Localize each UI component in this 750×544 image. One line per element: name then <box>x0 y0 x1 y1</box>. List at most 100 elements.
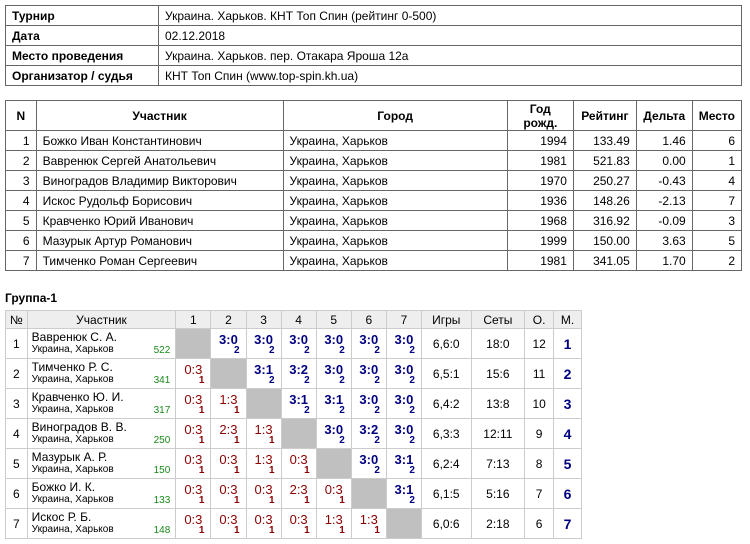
sets: 2:18 <box>470 508 526 539</box>
sets: 12:11 <box>470 418 526 449</box>
match-points: 2 <box>409 375 415 386</box>
group-title: Группа-1 <box>5 291 58 305</box>
info-label: Дата <box>5 25 159 46</box>
cell: 1999 <box>506 230 574 251</box>
match-cell: 3:0 2 <box>350 358 387 389</box>
cell: Украина, Харьков <box>282 170 508 191</box>
match-points: 2 <box>409 405 415 416</box>
player: Искос Р. Б. Украина, Харьков 148 <box>26 508 177 539</box>
match-points: 1 <box>233 435 240 446</box>
match-score: 3:0 <box>394 332 414 347</box>
match-cell: 0:3 1 <box>245 478 282 509</box>
player-name: Вавренюк С. А. <box>31 330 117 344</box>
cell: 5 <box>5 210 37 231</box>
cell: 3 <box>691 210 743 231</box>
match-cell: 0:3 1 <box>245 508 282 539</box>
cell: Искос Рудольф Борисович <box>35 190 284 211</box>
diagonal-cell <box>175 328 212 359</box>
games: 6,5:1 <box>420 358 472 389</box>
match-cell: 3:0 2 <box>385 358 422 389</box>
cell: Божко Иван Константинович <box>35 130 284 151</box>
place: 6 <box>553 478 582 509</box>
cell: 0.00 <box>635 150 693 171</box>
header-cell: 3 <box>245 310 282 329</box>
match-points: 2 <box>233 345 240 356</box>
total-points: 7 <box>524 478 555 509</box>
match-score: 0:3 <box>219 482 238 497</box>
cell: 1981 <box>506 150 574 171</box>
match-points: 1 <box>304 465 310 476</box>
player: Вавренюк С. А. Украина, Харьков 522 <box>26 328 177 359</box>
player-city: Украина, Харьков <box>31 434 114 445</box>
match-score: 3:0 <box>289 332 309 347</box>
info-value: 02.12.2018 <box>158 25 742 46</box>
info-value: Украина. Харьков. пер. Отакара Яроша 12а <box>158 45 742 66</box>
match-points: 2 <box>339 345 345 356</box>
cell: Украина, Харьков <box>282 150 508 171</box>
match-score: 1:3 <box>324 512 343 527</box>
cell: 341.05 <box>572 250 637 271</box>
match-cell: 0:3 1 <box>175 418 212 449</box>
player-rating: 341 <box>153 375 171 386</box>
match-points: 1 <box>269 495 275 506</box>
player-rating: 148 <box>153 525 171 536</box>
player-city: Украина, Харьков <box>31 404 114 415</box>
player-city: Украина, Харьков <box>31 464 114 475</box>
cell: 6 <box>691 130 743 151</box>
cell: -0.43 <box>635 170 693 191</box>
match-score: 3:2 <box>289 362 309 377</box>
total-points: 10 <box>524 388 555 419</box>
player-rating: 133 <box>153 495 171 506</box>
header-row: N Участник Город Год рожд. Рейтинг Дельта Мест… <box>5 100 743 131</box>
group-row: 5 Мазурык А. Р. Украина, Харьков 150 0:3 1 0:3… <box>5 448 582 479</box>
match-points: 2 <box>374 405 380 416</box>
match-score: 0:3 <box>289 512 308 527</box>
match-score: 0:3 <box>219 452 238 467</box>
header-row: № Участник 1 2 3 4 5 6 7 Игры Сеты О. М. <box>5 310 582 329</box>
cell: 4 <box>5 190 37 211</box>
match-cell: 3:0 2 <box>385 418 422 449</box>
match-score: 3:0 <box>359 332 379 347</box>
match-score: 3:0 <box>324 422 344 437</box>
match-cell: 0:3 1 <box>210 508 247 539</box>
match-cell: 3:0 2 <box>385 388 422 419</box>
cell: Кравченко Юрий Иванович <box>35 210 284 231</box>
match-cell: 0:3 1 <box>175 388 212 419</box>
row-number: 2 <box>5 358 28 389</box>
match-points: 1 <box>233 465 240 476</box>
match-points: 2 <box>304 375 310 386</box>
header-cell: Игры <box>420 310 472 329</box>
player: Тимченко Р. С. Украина, Харьков 341 <box>26 358 177 389</box>
match-cell: 3:0 2 <box>350 388 387 419</box>
match-score: 0:3 <box>184 362 203 377</box>
participant-row: 6 Мазурык Артур Романович Украина, Харьков… <box>5 230 743 251</box>
cell: 1981 <box>506 250 574 271</box>
match-points: 2 <box>409 465 415 476</box>
diagonal-cell <box>210 358 247 389</box>
group-row: 4 Виноградов В. В. Украина, Харьков 250 0:3 1… <box>5 418 582 449</box>
match-cell: 3:0 2 <box>280 328 317 359</box>
match-score: 3:2 <box>359 422 379 437</box>
cell: 521.83 <box>572 150 637 171</box>
games: 6,2:4 <box>420 448 472 479</box>
cell: 1 <box>691 150 743 171</box>
match-score: 2:3 <box>219 422 238 437</box>
diagonal-cell <box>350 478 387 509</box>
cell: Вавренюк Сергей Анатольевич <box>35 150 284 171</box>
place: 4 <box>553 418 582 449</box>
match-score: 0:3 <box>184 452 203 467</box>
match-cell: 3:2 2 <box>350 418 387 449</box>
row-number: 5 <box>5 448 28 479</box>
match-score: 2:3 <box>289 482 308 497</box>
match-score: 0:3 <box>324 482 343 497</box>
header-cell: Дельта <box>635 100 693 131</box>
player-city: Украина, Харьков <box>31 494 114 505</box>
group-row: 6 Божко И. К. Украина, Харьков 133 0:3 1 0:3 1 0… <box>5 478 582 509</box>
place: 5 <box>553 448 582 479</box>
place: 1 <box>553 328 582 359</box>
match-points: 1 <box>269 465 275 476</box>
match-cell: 3:1 2 <box>385 448 422 479</box>
match-cell: 1:3 1 <box>315 508 352 539</box>
match-points: 1 <box>304 495 310 506</box>
match-points: 2 <box>304 345 310 356</box>
